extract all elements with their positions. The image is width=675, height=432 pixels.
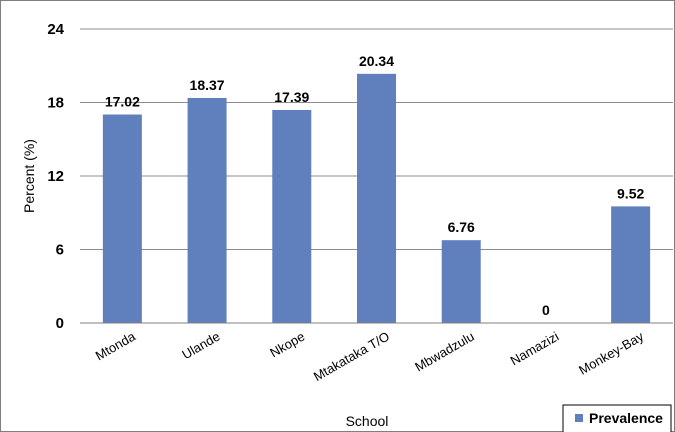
y-tick-label: 12: [47, 168, 64, 185]
data-label: 17.39: [274, 89, 309, 105]
data-label: 18.37: [190, 77, 225, 93]
y-tick-label: 0: [56, 315, 64, 332]
x-tick-label: Nkope: [267, 329, 307, 361]
x-tick-label: Mtakataka T/O: [311, 329, 392, 384]
x-tick-label: Ulande: [179, 329, 222, 363]
x-tick-label: Mbwadzulu: [412, 329, 476, 375]
y-tick-label: 6: [56, 242, 64, 259]
y-axis-ticks: 0 6 12 18 24: [47, 21, 64, 332]
bar-mtonda: [102, 114, 142, 323]
data-label: 0: [542, 302, 550, 318]
data-label: 20.34: [359, 53, 394, 69]
x-tick-label: Namazizi: [508, 329, 562, 369]
x-tick-label: Monkey-Bay: [576, 328, 647, 377]
bar-nkope: [272, 109, 312, 323]
y-tick-label: 24: [47, 21, 64, 38]
data-label: 6.76: [448, 219, 475, 235]
bars: [102, 73, 651, 324]
bar-ulande: [187, 97, 227, 323]
legend: Prevalence: [562, 404, 672, 432]
bar-monkey-bay: [611, 206, 651, 323]
x-axis-ticks: Mtonda Ulande Nkope Mtakataka T/O Mbwadzulu N…: [93, 328, 647, 384]
legend-swatch: [575, 414, 583, 422]
data-label: 17.02: [105, 94, 140, 110]
legend-label: Prevalence: [589, 410, 663, 426]
y-axis-title: Percent (%): [21, 139, 37, 213]
bar-mbwadzulu: [441, 240, 481, 323]
data-label: 9.52: [617, 185, 644, 201]
y-tick-label: 18: [47, 95, 64, 112]
x-tick-label: Mtonda: [93, 328, 139, 363]
data-labels: 17.02 18.37 17.39 20.34 6.76 0 9.52: [105, 53, 645, 318]
x-axis-title: School: [346, 413, 389, 429]
bar-mtakataka-t-o: [357, 73, 396, 324]
